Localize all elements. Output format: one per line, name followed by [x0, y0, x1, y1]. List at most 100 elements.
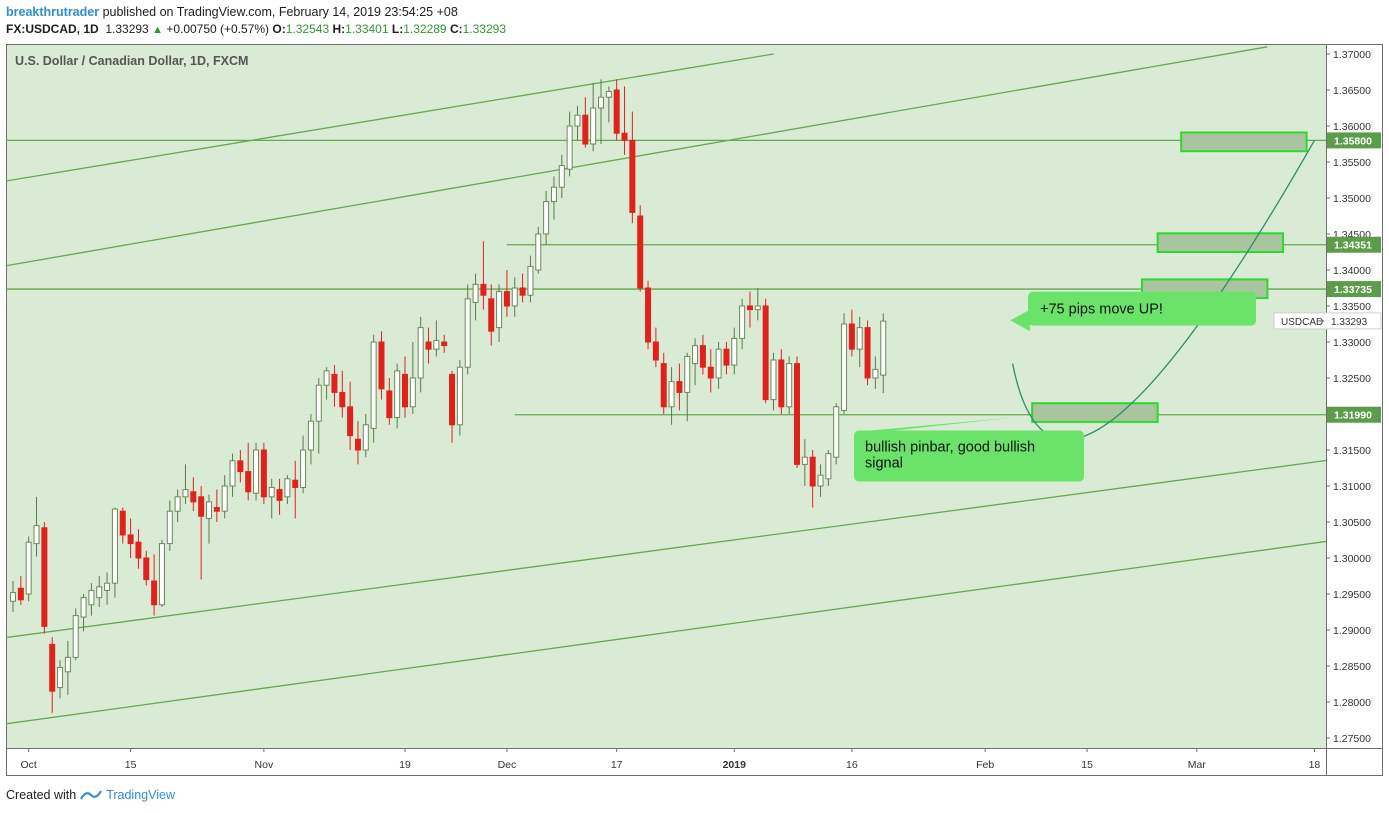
- candle-bearish: [213, 507, 220, 512]
- y-tick-label: 1.30000: [1333, 553, 1371, 565]
- price-level-tag[interactable]: [1327, 236, 1381, 253]
- callout-pinbar[interactable]: [854, 430, 1084, 482]
- candle-bullish: [817, 474, 824, 487]
- author-link[interactable]: breakthrutrader: [6, 5, 100, 19]
- candle-bullish: [206, 501, 212, 519]
- x-tick-label: 2019: [723, 759, 747, 771]
- candle-bullish: [158, 543, 165, 606]
- candle-bullish: [684, 355, 691, 393]
- candle-bearish: [652, 341, 659, 361]
- candle-bearish: [707, 366, 714, 379]
- symbol-label: FX:USDCAD, 1D: [6, 22, 99, 36]
- candle-bearish: [676, 381, 683, 393]
- candle-bearish: [480, 283, 487, 296]
- candle-bullish: [731, 337, 738, 366]
- candle-bearish: [794, 363, 800, 465]
- plot-layer: +75 pips move UP! bullish pinbar, good bu…: [0, 46, 1389, 727]
- y-tick-label: 1.33000: [1333, 337, 1371, 349]
- current-price-value: 1.33293: [1331, 317, 1368, 328]
- up-arrow-icon: ▲: [152, 24, 163, 36]
- candle-bearish: [17, 587, 24, 601]
- callout-move-up[interactable]: [1028, 291, 1256, 326]
- trend-line[interactable]: [0, 482, 1389, 727]
- y-tick-label: 1.36000: [1333, 121, 1371, 133]
- trend-line[interactable]: [0, 53, 774, 185]
- candle-bearish: [386, 390, 393, 419]
- x-tick-label: Oct: [21, 759, 37, 771]
- candle-bearish: [354, 438, 361, 451]
- target-zone[interactable]: [1180, 131, 1308, 153]
- candle-bearish: [237, 460, 244, 473]
- x-tick-label: 17: [611, 759, 623, 771]
- tradingview-link[interactable]: TradingView: [106, 788, 175, 802]
- price-level-tag-text: 1.34351: [1334, 240, 1372, 252]
- candle-bearish: [245, 471, 252, 493]
- current-price-tag[interactable]: [1273, 312, 1382, 330]
- candle-bullish: [825, 453, 832, 480]
- candle-bullish: [566, 125, 573, 170]
- price-change: +0.00750 (+0.57%): [166, 22, 270, 36]
- candle-bearish: [190, 491, 197, 503]
- price-level-tag[interactable]: [1327, 132, 1381, 149]
- candle-bullish: [268, 486, 275, 498]
- candle-bullish: [370, 341, 377, 429]
- candle-bearish: [660, 363, 667, 408]
- target-zone[interactable]: [1156, 232, 1285, 253]
- candle-bearish: [402, 373, 408, 408]
- y-tick-label: 1.29000: [1333, 625, 1371, 637]
- y-tick-label: 1.33500: [1333, 301, 1371, 313]
- x-tick-label: 19: [399, 759, 411, 771]
- ohlc-bar: FX:USDCAD, 1D 1.33293 ▲ +0.00750 (+0.57%…: [6, 22, 507, 36]
- candle-bearish: [582, 114, 589, 145]
- candle-bullish: [605, 90, 612, 98]
- candle-bullish: [472, 283, 479, 303]
- price-level-tag[interactable]: [1327, 406, 1381, 423]
- candle-bullish: [417, 327, 424, 379]
- published-text: published on TradingView.com, February 1…: [102, 5, 458, 19]
- candle-bearish: [809, 456, 816, 487]
- candle-bearish: [425, 341, 432, 350]
- candle-bullish: [833, 406, 840, 458]
- x-tick-label: Feb: [976, 759, 994, 771]
- candle-bullish: [174, 496, 181, 512]
- y-tick-label: 1.29500: [1333, 589, 1371, 601]
- candle-bullish: [96, 586, 103, 599]
- y-tick-label: 1.28000: [1333, 697, 1371, 709]
- trend-line[interactable]: [0, 46, 1268, 270]
- candle-bullish: [715, 348, 722, 379]
- candle-bullish: [464, 298, 471, 368]
- target-zone[interactable]: [1031, 402, 1159, 423]
- candle-bullish: [872, 368, 879, 379]
- trend-line[interactable]: [0, 403, 1389, 641]
- candle-bearish: [127, 534, 134, 545]
- candle-bullish: [433, 340, 440, 350]
- candle-bearish: [762, 305, 769, 401]
- candle-bullish: [323, 370, 330, 386]
- candle-bearish: [848, 323, 855, 350]
- created-with-label: Created with: [6, 788, 77, 802]
- candle-bearish: [119, 510, 126, 536]
- candle-bullish: [456, 366, 463, 426]
- y-tick-label: 1.35000: [1333, 193, 1371, 205]
- candle-bullish: [33, 525, 40, 545]
- candle-bullish: [668, 381, 675, 408]
- price-level-tag[interactable]: [1327, 281, 1381, 298]
- candle-bearish: [864, 327, 871, 379]
- candle-bearish: [637, 215, 644, 289]
- candle-bullish: [550, 186, 557, 203]
- price-level-tag-text: 1.33735: [1334, 284, 1372, 296]
- x-tick-label: Dec: [498, 759, 517, 771]
- candle-bullish: [166, 510, 173, 545]
- candle-bearish: [488, 298, 495, 332]
- projection-curve[interactable]: [1011, 140, 1316, 441]
- candle-bullish: [786, 363, 793, 408]
- candle-bullish: [543, 201, 550, 235]
- time-axis[interactable]: [6, 748, 1326, 776]
- candle-bullish: [739, 305, 746, 339]
- candle-bullish: [880, 320, 887, 376]
- candle-bullish: [409, 377, 416, 408]
- y-tick-label: 1.31000: [1333, 481, 1371, 493]
- candle-bearish: [49, 643, 56, 692]
- y-tick-label: 1.28500: [1333, 661, 1371, 673]
